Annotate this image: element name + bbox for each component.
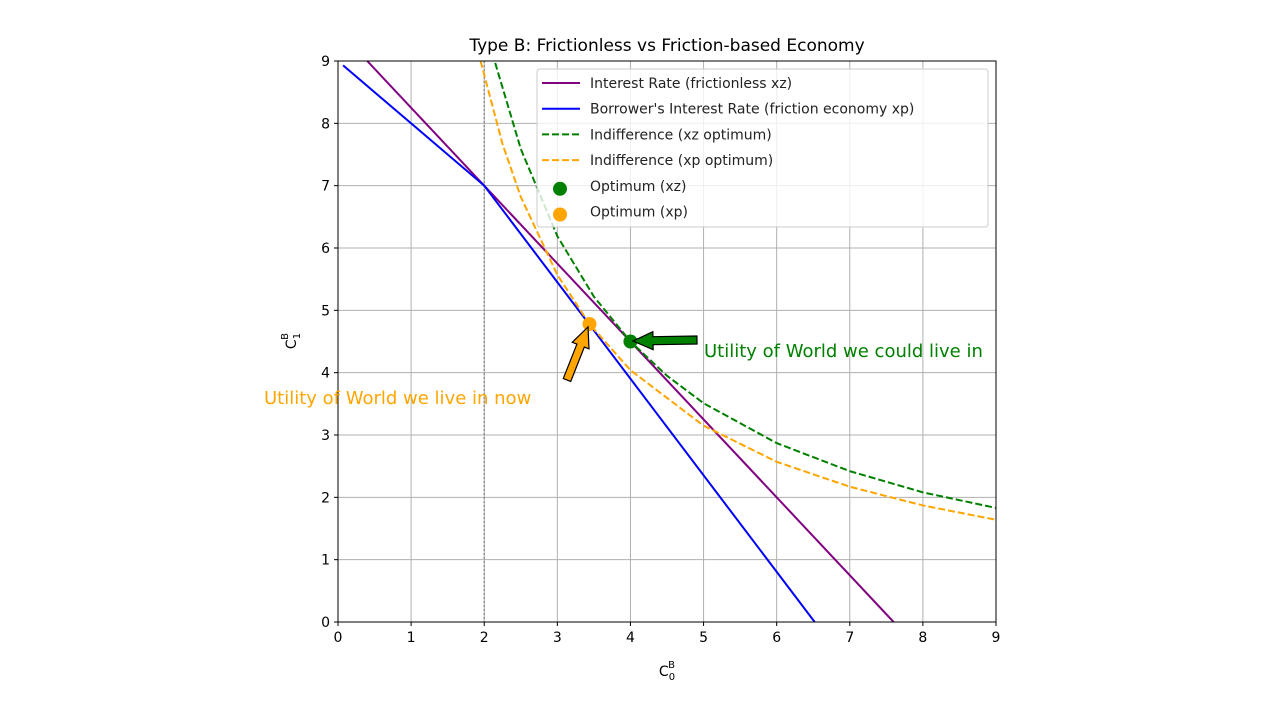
x-tick-label: 6 bbox=[772, 630, 781, 646]
x-tick-label: 4 bbox=[626, 630, 635, 646]
optimum-points bbox=[582, 317, 638, 349]
y-tick-label: 6 bbox=[321, 241, 330, 257]
annotation-arrow-xp bbox=[562, 325, 590, 383]
annotation-arrow-xz bbox=[631, 330, 698, 351]
y-tick-label: 0 bbox=[321, 615, 330, 631]
legend-label-5: Optimum (xp) bbox=[590, 205, 688, 221]
legend-label-1: Borrower's Interest Rate (friction econo… bbox=[590, 102, 914, 118]
annotation-text-0: Utility of World we could live in bbox=[704, 341, 983, 362]
x-tick-label: 3 bbox=[553, 630, 562, 646]
ticks: 0 1 2 3 4 5 6 7 8 9 0 1 2 3 4 5 6 7 8 9 bbox=[321, 54, 1000, 646]
annotations: Utility of World we could live in Utility… bbox=[264, 325, 983, 409]
optimum-point-0 bbox=[623, 334, 638, 349]
legend-marker-5 bbox=[553, 207, 567, 222]
x-tick-label: 7 bbox=[845, 630, 854, 646]
annotation-text-1: Utility of World we live in now bbox=[264, 388, 531, 409]
y-tick-label: 8 bbox=[321, 116, 330, 132]
y-tick-label: 2 bbox=[321, 490, 330, 506]
y-tick-label: 5 bbox=[321, 303, 330, 319]
legend-label-0: Interest Rate (frictionless xz) bbox=[590, 76, 792, 92]
series-line-3 bbox=[479, 61, 996, 521]
optimum-point-1 bbox=[582, 317, 597, 332]
y-tick-label: 4 bbox=[321, 366, 330, 382]
x-tick-label: 2 bbox=[480, 630, 489, 646]
y-tick-label: 9 bbox=[321, 54, 330, 70]
plot-frame bbox=[337, 60, 997, 623]
chart-title: Type B: Frictionless vs Friction-based E… bbox=[468, 36, 864, 56]
x-tick-label: 5 bbox=[699, 630, 708, 646]
legend-label-2: Indifference (xz optimum) bbox=[590, 127, 772, 143]
y-tick-label: 1 bbox=[321, 553, 330, 569]
x-tick-label: 8 bbox=[918, 630, 927, 646]
y-tick-label: 3 bbox=[321, 428, 330, 444]
y-axis-label: C1B bbox=[280, 333, 303, 349]
x-tick-label: 1 bbox=[407, 630, 416, 646]
series-line-1 bbox=[342, 64, 816, 622]
x-tick-label: 0 bbox=[334, 630, 343, 646]
legend-label-4: Optimum (xz) bbox=[590, 179, 686, 195]
x-tick-label: 9 bbox=[992, 630, 1001, 646]
x-axis-label: C0B bbox=[659, 660, 675, 683]
legend: Interest Rate (frictionless xz) Borrower'… bbox=[536, 68, 989, 228]
legend-label-3: Indifference (xp optimum) bbox=[590, 153, 773, 169]
y-tick-label: 7 bbox=[321, 179, 330, 195]
legend-marker-4 bbox=[553, 181, 567, 196]
